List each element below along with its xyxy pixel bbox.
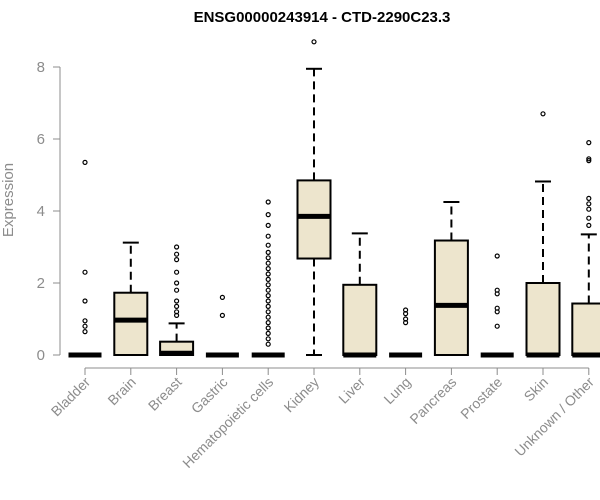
outlier-point [265, 320, 271, 326]
y-axis: 0 2 4 6 8 [37, 59, 61, 364]
outlier-point [265, 330, 271, 336]
outlier-point [265, 276, 271, 282]
outlier-point [265, 266, 271, 272]
box-liver [342, 232, 378, 358]
outlier-point [265, 309, 271, 315]
y-tick-label: 6 [37, 131, 45, 148]
x-tick-label-unknown-other: Unknown / Other [511, 374, 597, 460]
y-tick-label: 8 [37, 59, 45, 76]
outlier-point [265, 271, 271, 277]
chart-title: ENSG00000243914 - CTD-2290C23.3 [194, 9, 451, 26]
outlier-point [494, 323, 500, 329]
outlier-point [265, 293, 271, 299]
x-tick-label-lung: Lung [380, 374, 413, 407]
outlier-point [586, 206, 592, 212]
outlier-point [174, 280, 180, 286]
outlier-point [174, 257, 180, 263]
box-skin [525, 111, 561, 358]
outlier-point [586, 222, 592, 228]
outlier-point [586, 195, 592, 201]
outlier-point [265, 325, 271, 331]
x-tick-label-brain: Brain [104, 374, 138, 408]
outlier-point [174, 309, 180, 315]
outlier-point [174, 269, 180, 275]
box-rect-skin [525, 282, 561, 356]
outlier-point [265, 282, 271, 288]
box-rect-unknown-other [571, 302, 600, 356]
box-lung [389, 307, 423, 358]
outlier-point [82, 323, 88, 329]
outlier-point [82, 318, 88, 324]
y-axis-label: Expression [0, 163, 17, 237]
box-rect-liver [342, 283, 378, 356]
outlier-point [265, 303, 271, 309]
x-tick-label-pancreas: Pancreas [406, 374, 459, 427]
outlier-point [219, 312, 225, 318]
outlier-point [494, 305, 500, 311]
outlier-point [219, 294, 225, 300]
outlier-point [174, 303, 180, 309]
outlier-point [265, 233, 271, 239]
outlier-point [174, 251, 180, 257]
box-prostate [480, 253, 514, 358]
outlier-point [265, 242, 271, 248]
x-tick-label-prostate: Prostate [457, 374, 505, 422]
outlier-point [265, 222, 271, 228]
outlier-point [586, 215, 592, 221]
x-tick-label-skin: Skin [521, 374, 552, 405]
box-gastric [205, 294, 239, 358]
box-breast [159, 244, 195, 356]
x-tick-label-bladder: Bladder [48, 374, 94, 420]
box-unknown-other [571, 140, 600, 358]
outlier-point [265, 336, 271, 342]
box-rect-pancreas [433, 239, 469, 357]
outlier-point [265, 314, 271, 320]
x-tick-label-breast: Breast [145, 374, 185, 414]
outlier-point [265, 298, 271, 304]
y-tick-label: 4 [37, 203, 45, 220]
outlier-point [265, 212, 271, 218]
y-tick-label: 0 [37, 347, 45, 364]
outlier-point [174, 287, 180, 293]
outlier-point [586, 156, 592, 162]
box-brain [113, 241, 149, 356]
x-tick-label-kidney: Kidney [281, 374, 323, 416]
outlier-point [82, 298, 88, 304]
box-pancreas [433, 201, 469, 357]
outlier-point [174, 298, 180, 304]
outlier-point [174, 244, 180, 250]
outlier-point [265, 255, 271, 261]
outlier-point [265, 260, 271, 266]
box-bladder [68, 159, 102, 358]
x-tick-label-hematopoietic-cells: Hematopoietic cells [179, 374, 276, 471]
outlier-point [494, 253, 500, 259]
x-tick-label-gastric: Gastric [188, 374, 231, 417]
outlier-point [82, 269, 88, 275]
box-kidney [296, 39, 332, 356]
outlier-point [403, 316, 409, 322]
x-tick-label-liver: Liver [335, 374, 368, 407]
outlier-point [311, 39, 317, 45]
box-rect-kidney [296, 179, 332, 260]
box-hematopoietic-cells [251, 199, 285, 358]
outlier-point [265, 199, 271, 205]
outlier-point [265, 249, 271, 255]
outlier-point [494, 287, 500, 293]
outlier-point [265, 287, 271, 293]
outlier-point [586, 158, 592, 164]
outlier-point [540, 111, 546, 117]
box-rect-brain [113, 291, 149, 356]
outlier-point [586, 201, 592, 207]
outlier-point [403, 307, 409, 313]
outlier-point [586, 140, 592, 146]
outlier-point [82, 159, 88, 165]
boxes-group [68, 39, 600, 358]
outlier-point [265, 341, 271, 347]
y-tick-label: 2 [37, 275, 45, 292]
outlier-point [82, 329, 88, 335]
